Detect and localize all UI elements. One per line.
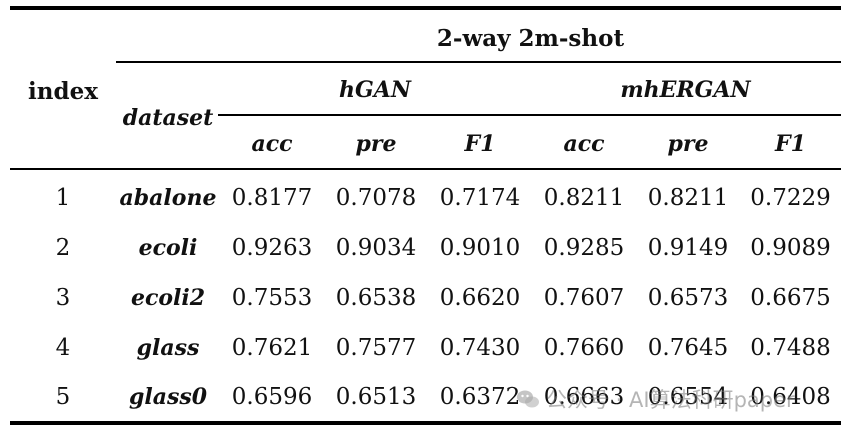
metric-value: 0.6372: [439, 384, 521, 410]
metric-value: 0.6675: [750, 285, 831, 311]
metric-value: 0.9010: [439, 235, 521, 261]
row-dataset: abalone: [119, 185, 217, 211]
metric-header: acc: [563, 131, 605, 157]
model-header-mhergan: mhERGAN: [620, 77, 751, 103]
bottom-rule: [10, 421, 841, 425]
model-rule: [218, 114, 841, 116]
row-dataset: glass0: [128, 384, 208, 410]
metric-header: pre: [355, 131, 397, 157]
row-index: 2: [55, 235, 71, 261]
metric-value: 0.6513: [335, 384, 417, 410]
wechat-icon: [517, 390, 539, 408]
metric-value: 0.6596: [231, 384, 313, 410]
metric-value: 0.7430: [439, 335, 521, 361]
metric-value: 0.9149: [647, 235, 729, 261]
metric-value: 0.7229: [750, 185, 831, 211]
dataset-header: dataset: [122, 105, 214, 131]
row-dataset: ecoli2: [130, 285, 206, 311]
watermark-text: 公众号 · AI算法科研paper: [546, 388, 795, 412]
group-rule: [116, 61, 841, 63]
metric-value: 0.7577: [335, 335, 417, 361]
metric-value: 0.6620: [439, 285, 521, 311]
watermark: 公众号 · AI算法科研paper: [516, 384, 795, 414]
metric-value: 0.6573: [647, 285, 729, 311]
metric-value: 0.9034: [335, 235, 417, 261]
row-dataset: ecoli: [138, 235, 198, 261]
row-index: 1: [55, 185, 71, 211]
metric-value: 0.7488: [750, 335, 831, 361]
metric-header: F1: [464, 131, 496, 157]
row-index: 3: [55, 285, 71, 311]
metric-value: 0.7645: [647, 335, 729, 361]
index-header: index: [28, 77, 98, 105]
group-title: 2-way 2m-shot: [436, 24, 625, 52]
metric-value: 0.6408: [750, 384, 831, 410]
metric-value: 0.9285: [543, 235, 625, 261]
metric-value: 0.7660: [543, 335, 625, 361]
metric-value: 0.7621: [231, 335, 313, 361]
metric-value: 0.6663: [543, 384, 625, 410]
metric-value: 0.7078: [335, 185, 417, 211]
top-rule: [10, 6, 841, 10]
metric-header: acc: [251, 131, 293, 157]
metric-value: 0.7174: [439, 185, 521, 211]
metric-value: 0.9263: [231, 235, 313, 261]
model-header-hgan: hGAN: [339, 77, 411, 103]
row-dataset: glass: [136, 335, 200, 361]
row-index: 4: [55, 335, 71, 361]
metric-value: 0.8177: [231, 185, 313, 211]
metric-header: F1: [775, 131, 806, 157]
metric-value: 0.7607: [543, 285, 625, 311]
header-bottom-rule: [10, 168, 841, 170]
metric-value: 0.6554: [647, 384, 729, 410]
row-index: 5: [55, 384, 71, 410]
metric-header: pre: [667, 131, 709, 157]
metric-value: 0.6538: [335, 285, 417, 311]
metric-value: 0.8211: [647, 185, 729, 211]
metric-value: 0.8211: [543, 185, 625, 211]
metric-value: 0.9089: [750, 235, 831, 261]
metric-value: 0.7553: [231, 285, 313, 311]
